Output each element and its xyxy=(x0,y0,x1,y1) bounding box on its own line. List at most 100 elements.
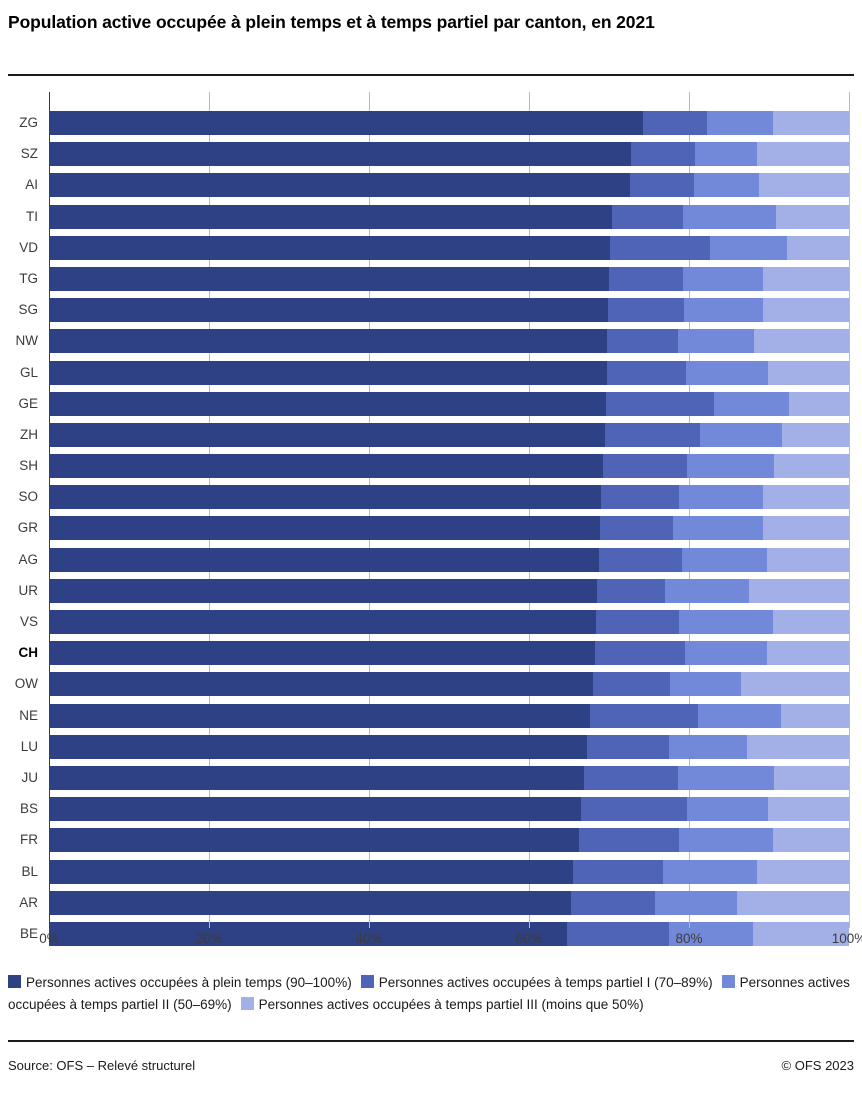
bar-segment-2 xyxy=(584,765,678,790)
bar-segment-3 xyxy=(697,703,781,728)
bar-segment-3 xyxy=(700,422,782,447)
x-tick-60 xyxy=(529,917,530,928)
bar-segment-4 xyxy=(781,422,849,447)
legend-item-3: Personnes actives occupées à temps parti… xyxy=(8,975,850,1012)
bar-segment-4 xyxy=(768,797,849,822)
bar-segment-4 xyxy=(762,516,849,541)
stacked-bar xyxy=(49,578,849,603)
bar-segment-1 xyxy=(49,516,601,541)
stacked-bar xyxy=(49,516,849,541)
bar-segment-3 xyxy=(683,204,777,229)
bar-segment-1 xyxy=(49,204,613,229)
bar-segment-3 xyxy=(678,485,764,510)
bar-segment-2 xyxy=(593,672,670,697)
stacked-bar xyxy=(49,360,849,385)
bar-row: LU xyxy=(21,734,849,759)
bar-segment-4 xyxy=(768,360,849,385)
x-tick-0 xyxy=(49,917,50,928)
bar-segment-1 xyxy=(49,547,599,572)
bar-segment-2 xyxy=(631,142,696,167)
bar-segment-2 xyxy=(629,173,694,198)
y-axis-label-lu: LU xyxy=(20,738,38,754)
bar-segment-3 xyxy=(668,921,753,946)
bar-segment-2 xyxy=(567,921,669,946)
legend-item-4: Personnes actives occupées à temps parti… xyxy=(240,996,644,1012)
legend-label: Personnes actives occupées à temps parti… xyxy=(378,975,713,990)
bar-row: TI xyxy=(26,204,849,229)
bar-segment-4 xyxy=(747,734,849,759)
stacked-bar xyxy=(49,235,849,260)
bar-row: GE xyxy=(18,391,849,416)
bar-row: SG xyxy=(18,298,849,323)
x-tick-label-40: 40% xyxy=(355,931,383,946)
bar-row: SH xyxy=(19,454,849,479)
bar-segment-4 xyxy=(773,454,849,479)
bar-segment-3 xyxy=(654,890,737,915)
bar-segment-2 xyxy=(601,485,679,510)
bar-segment-1 xyxy=(49,329,608,354)
y-axis-label-ti: TI xyxy=(26,208,38,224)
stacked-bar xyxy=(49,797,849,822)
bar-row: AI xyxy=(25,173,849,198)
stacked-bar xyxy=(49,828,849,853)
gridline-100 xyxy=(849,92,850,917)
bar-segment-3 xyxy=(678,828,773,853)
bar-segment-4 xyxy=(773,765,849,790)
bar-segment-2 xyxy=(597,578,665,603)
bar-segment-1 xyxy=(49,173,630,198)
y-axis-label-ch: CH xyxy=(18,645,39,661)
stacked-bar xyxy=(49,765,849,790)
header-divider xyxy=(8,74,854,76)
bar-segment-1 xyxy=(49,797,581,822)
bar-segment-4 xyxy=(749,578,849,603)
source-text: Source: OFS – Relevé structurel xyxy=(8,1058,196,1073)
bar-segment-4 xyxy=(736,890,849,915)
x-tick-label-20: 20% xyxy=(195,931,223,946)
bar-segment-2 xyxy=(600,516,673,541)
bar-segment-1 xyxy=(49,485,601,510)
bar-segment-3 xyxy=(695,142,757,167)
bar-segment-3 xyxy=(677,765,774,790)
legend-swatch-icon xyxy=(240,996,254,1010)
bar-segment-4 xyxy=(753,329,849,354)
bar-segment-3 xyxy=(706,111,773,135)
page-title: Population active occupée à plein temps … xyxy=(8,12,655,32)
bar-segment-2 xyxy=(586,734,669,759)
bar-segment-3 xyxy=(672,516,763,541)
plot-area: ZG SZ AI TI VD TG SG NW GL GE ZH SH SO GR AG UR VS CH OW NE… xyxy=(15,92,850,946)
bar-segment-4 xyxy=(756,142,849,167)
plot-wrapper: ZG SZ AI TI VD TG SG NW GL GE ZH SH SO GR AG UR VS CH OW NE… xyxy=(0,92,862,946)
bar-segment-4 xyxy=(752,921,849,946)
bar-segment-4 xyxy=(772,828,849,853)
legend-swatch-icon xyxy=(721,975,735,988)
stacked-bar xyxy=(49,298,849,323)
bar-segment-4 xyxy=(740,672,849,697)
bar-segment-2 xyxy=(595,641,685,666)
bar-segment-1 xyxy=(49,859,573,884)
bar-segment-1 xyxy=(49,734,587,759)
y-axis-label-ur: UR xyxy=(18,582,39,598)
y-axis-label-vs: VS xyxy=(19,614,38,629)
y-axis-label-sg: SG xyxy=(18,302,38,318)
bar-segment-4 xyxy=(786,235,849,260)
x-tick-label-80: 80% xyxy=(675,931,703,946)
bar-segment-2 xyxy=(605,391,714,416)
bar-segment-1 xyxy=(49,578,597,603)
bar-segment-3 xyxy=(684,641,768,666)
bar-segment-2 xyxy=(596,610,679,634)
bar-segment-4 xyxy=(756,859,849,884)
x-tick-100 xyxy=(849,917,850,928)
bar-segment-2 xyxy=(581,797,688,822)
chart-legend: Personnes actives occupées à plein temps… xyxy=(8,972,854,1016)
y-axis-label-sh: SH xyxy=(19,458,38,474)
bar-segment-3 xyxy=(681,547,767,572)
bar-segment-2 xyxy=(612,204,684,229)
bar-segment-1 xyxy=(49,266,609,291)
y-axis-label-nw: NW xyxy=(15,333,39,349)
stacked-bar xyxy=(49,454,849,479)
bar-segment-3 xyxy=(685,360,769,385)
footer: Source: OFS – Relevé structurel © OFS 20… xyxy=(8,1058,854,1073)
bar-segment-3 xyxy=(684,298,763,323)
stacked-bar xyxy=(49,422,849,447)
bar-segment-3 xyxy=(678,610,773,634)
